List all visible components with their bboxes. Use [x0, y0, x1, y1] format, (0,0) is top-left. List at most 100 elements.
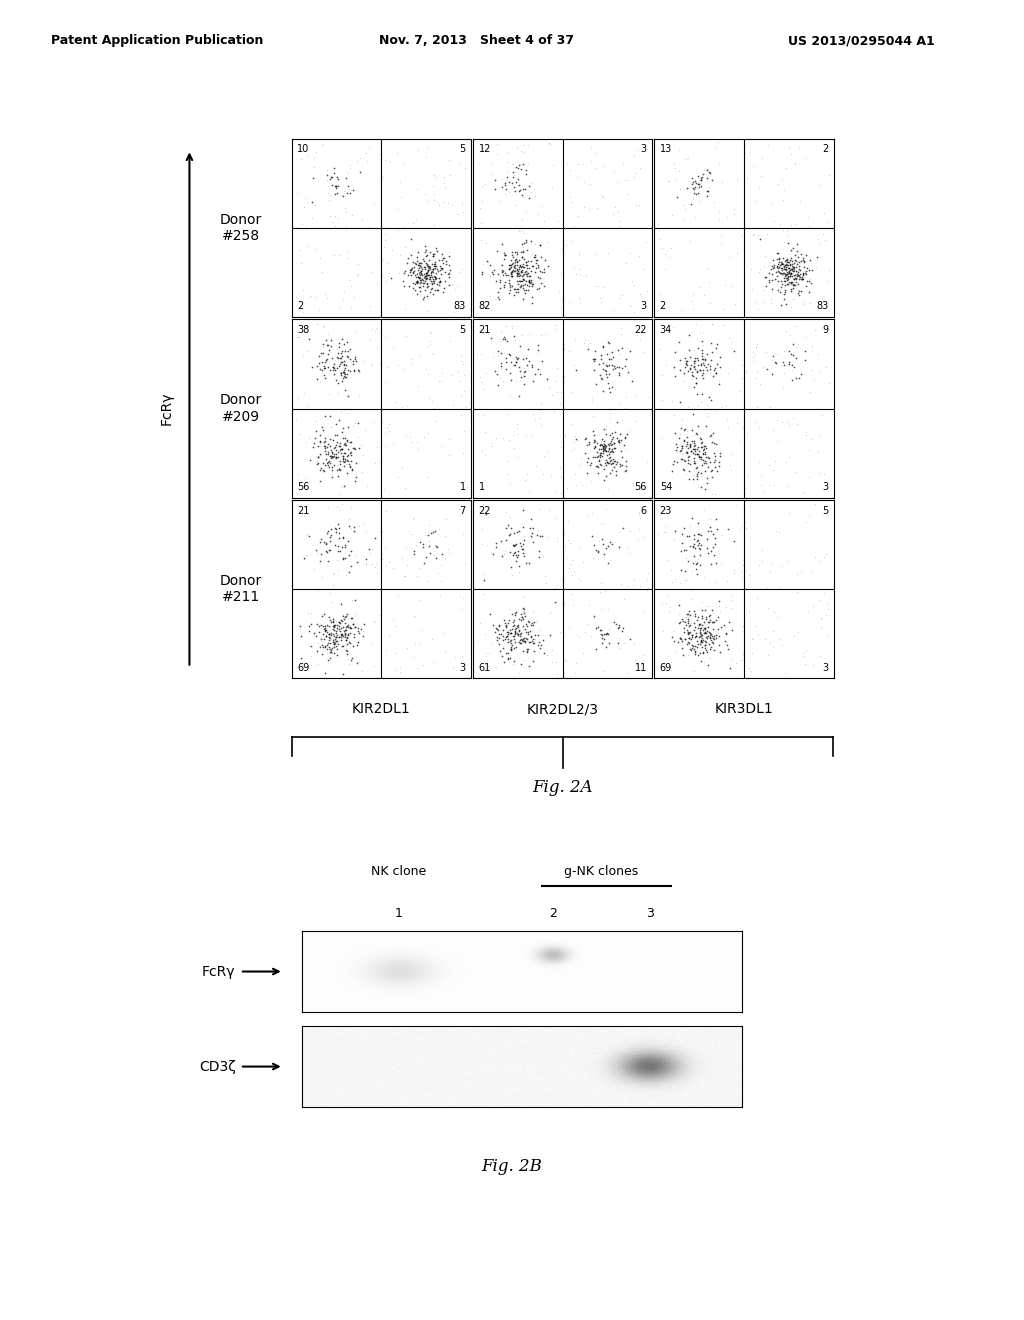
Point: [691, 544, 708, 565]
Point: [593, 434, 609, 455]
Point: [587, 446, 603, 467]
Point: [514, 234, 530, 255]
Point: [512, 603, 528, 624]
Point: [342, 455, 358, 477]
Point: [308, 626, 325, 647]
Point: [787, 275, 804, 296]
Point: [737, 135, 754, 156]
Text: 3: 3: [641, 144, 647, 154]
Point: [486, 289, 503, 310]
Point: [598, 440, 614, 461]
Point: [419, 273, 435, 294]
Point: [571, 454, 588, 475]
Point: [781, 249, 798, 271]
Point: [701, 517, 718, 539]
Point: [494, 261, 510, 282]
Point: [787, 251, 804, 272]
Point: [669, 441, 685, 462]
Point: [677, 611, 693, 632]
Point: [487, 622, 504, 643]
Point: [610, 432, 627, 453]
Point: [431, 519, 447, 540]
Point: [689, 362, 706, 383]
Point: [378, 356, 394, 378]
Point: [782, 280, 799, 301]
Point: [419, 521, 435, 543]
Point: [609, 356, 626, 378]
Point: [497, 272, 513, 293]
Point: [291, 326, 307, 347]
Point: [419, 570, 435, 591]
Point: [376, 479, 392, 500]
Point: [410, 271, 426, 292]
Point: [601, 632, 617, 653]
Point: [511, 220, 527, 242]
Point: [470, 272, 486, 293]
Point: [780, 412, 797, 433]
Point: [339, 403, 355, 424]
Point: [695, 367, 712, 388]
Point: [697, 442, 714, 463]
Point: [316, 441, 333, 462]
Point: [614, 620, 631, 642]
Point: [626, 275, 642, 296]
Point: [583, 137, 599, 158]
Point: [671, 139, 687, 160]
Point: [618, 663, 635, 684]
Point: [321, 189, 337, 210]
Point: [548, 314, 564, 335]
Point: [705, 626, 721, 647]
Point: [288, 409, 304, 430]
Text: 5: 5: [460, 144, 466, 154]
Point: [344, 648, 360, 669]
Point: [590, 541, 606, 562]
Point: [520, 176, 537, 197]
Point: [698, 453, 715, 474]
Point: [510, 540, 526, 561]
Point: [498, 315, 514, 337]
Point: [516, 525, 532, 546]
Point: [627, 649, 643, 671]
Point: [687, 444, 703, 465]
Point: [511, 619, 527, 640]
Point: [512, 255, 528, 276]
Point: [754, 165, 770, 186]
Point: [488, 656, 505, 677]
Point: [597, 581, 613, 602]
Point: [632, 576, 648, 597]
Point: [591, 352, 607, 374]
Point: [514, 640, 530, 661]
Point: [639, 568, 655, 589]
Point: [316, 663, 333, 684]
Point: [293, 626, 309, 647]
Point: [717, 275, 733, 296]
Point: [500, 612, 516, 634]
Point: [790, 265, 806, 286]
Point: [385, 557, 401, 578]
Point: [708, 449, 724, 470]
Point: [502, 622, 518, 643]
Point: [504, 618, 520, 639]
Point: [413, 255, 429, 276]
Point: [590, 446, 606, 467]
Point: [329, 638, 345, 659]
Point: [777, 281, 794, 302]
Point: [722, 657, 738, 678]
Point: [426, 255, 442, 276]
Point: [690, 614, 707, 635]
Point: [609, 172, 626, 193]
Point: [330, 560, 346, 581]
Point: [493, 531, 509, 552]
Point: [338, 434, 354, 455]
Point: [322, 539, 338, 560]
Point: [315, 618, 332, 639]
Point: [683, 579, 699, 601]
Point: [515, 223, 531, 244]
Point: [523, 269, 540, 290]
Point: [440, 193, 457, 214]
Point: [674, 449, 690, 470]
Point: [548, 652, 564, 673]
Point: [632, 507, 648, 528]
Point: [306, 147, 323, 168]
Point: [531, 234, 548, 255]
